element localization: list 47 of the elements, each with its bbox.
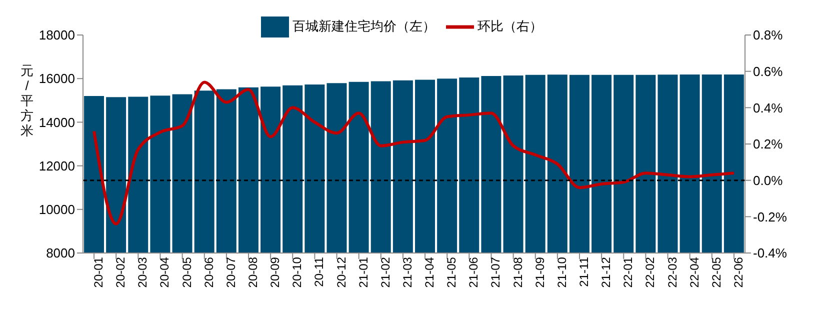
y-tick-label: 16000: [38, 71, 75, 86]
x-tick-label: 20-10: [290, 256, 304, 288]
y-tick-label: 10000: [38, 202, 75, 218]
y2-tick-label: 0.6%: [753, 64, 784, 79]
x-tick-label: 21-06: [466, 256, 481, 288]
x-tick-label: 20-04: [158, 256, 172, 288]
x-tick-label: 21-10: [554, 256, 569, 288]
x-tick-label: 20-07: [224, 256, 238, 288]
x-tick-label: 22-01: [621, 256, 636, 288]
x-tick-label: 21-02: [378, 256, 392, 288]
x-tick-label: 21-04: [422, 256, 437, 288]
x-tick-label: 21-03: [400, 256, 414, 288]
y2-tick-label: 0.2%: [753, 136, 784, 152]
x-tick-label: 20-05: [180, 256, 194, 288]
x-tick-label: 21-08: [510, 256, 525, 288]
y2-tick-label: -0.2%: [753, 209, 788, 224]
x-tick-label: 21-01: [356, 256, 370, 288]
x-tick-label: 20-11: [312, 256, 326, 287]
line-series: [92, 80, 736, 226]
y-tick-label: 18000: [38, 28, 75, 43]
x-tick-label: 22-02: [643, 256, 658, 288]
x-tick-label: 20-03: [136, 256, 150, 288]
x-tick-label: 20-12: [334, 256, 348, 288]
y2-tick-label: -0.4%: [753, 246, 788, 261]
y2-tick-label: 0.8%: [753, 28, 784, 43]
legend-label: 环比（右）: [478, 18, 542, 34]
x-tick-label: 21-07: [488, 256, 503, 288]
x-tick-label: 22-06: [731, 256, 746, 288]
y-tick-label: 14000: [38, 114, 75, 130]
x-tick-label: 20-08: [246, 256, 260, 288]
x-tick-label: 20-02: [114, 256, 128, 288]
y-tick-label: 12000: [38, 158, 75, 174]
x-tick-label: 20-09: [268, 256, 282, 288]
x-tick-label: 22-04: [687, 256, 702, 288]
y2-tick-label: 0.0%: [753, 172, 784, 188]
legend-label: 百城新建住宅均价（左）: [292, 18, 436, 34]
x-tick-label: 22-05: [709, 256, 724, 288]
y-axis-title: 元/平方米: [20, 63, 34, 138]
x-tick-label: 21-05: [444, 256, 459, 288]
y2-tick-label: 0.4%: [753, 100, 784, 116]
x-tick-label: 21-11: [577, 256, 592, 287]
x-tick-label: 22-03: [665, 256, 680, 288]
y-tick-label: 8000: [46, 246, 75, 261]
x-tick-label: 21-09: [532, 256, 547, 288]
x-tick-label: 20-06: [202, 256, 216, 288]
x-tick-label: 20-01: [92, 256, 106, 288]
x-tick-label: 21-12: [599, 256, 614, 288]
